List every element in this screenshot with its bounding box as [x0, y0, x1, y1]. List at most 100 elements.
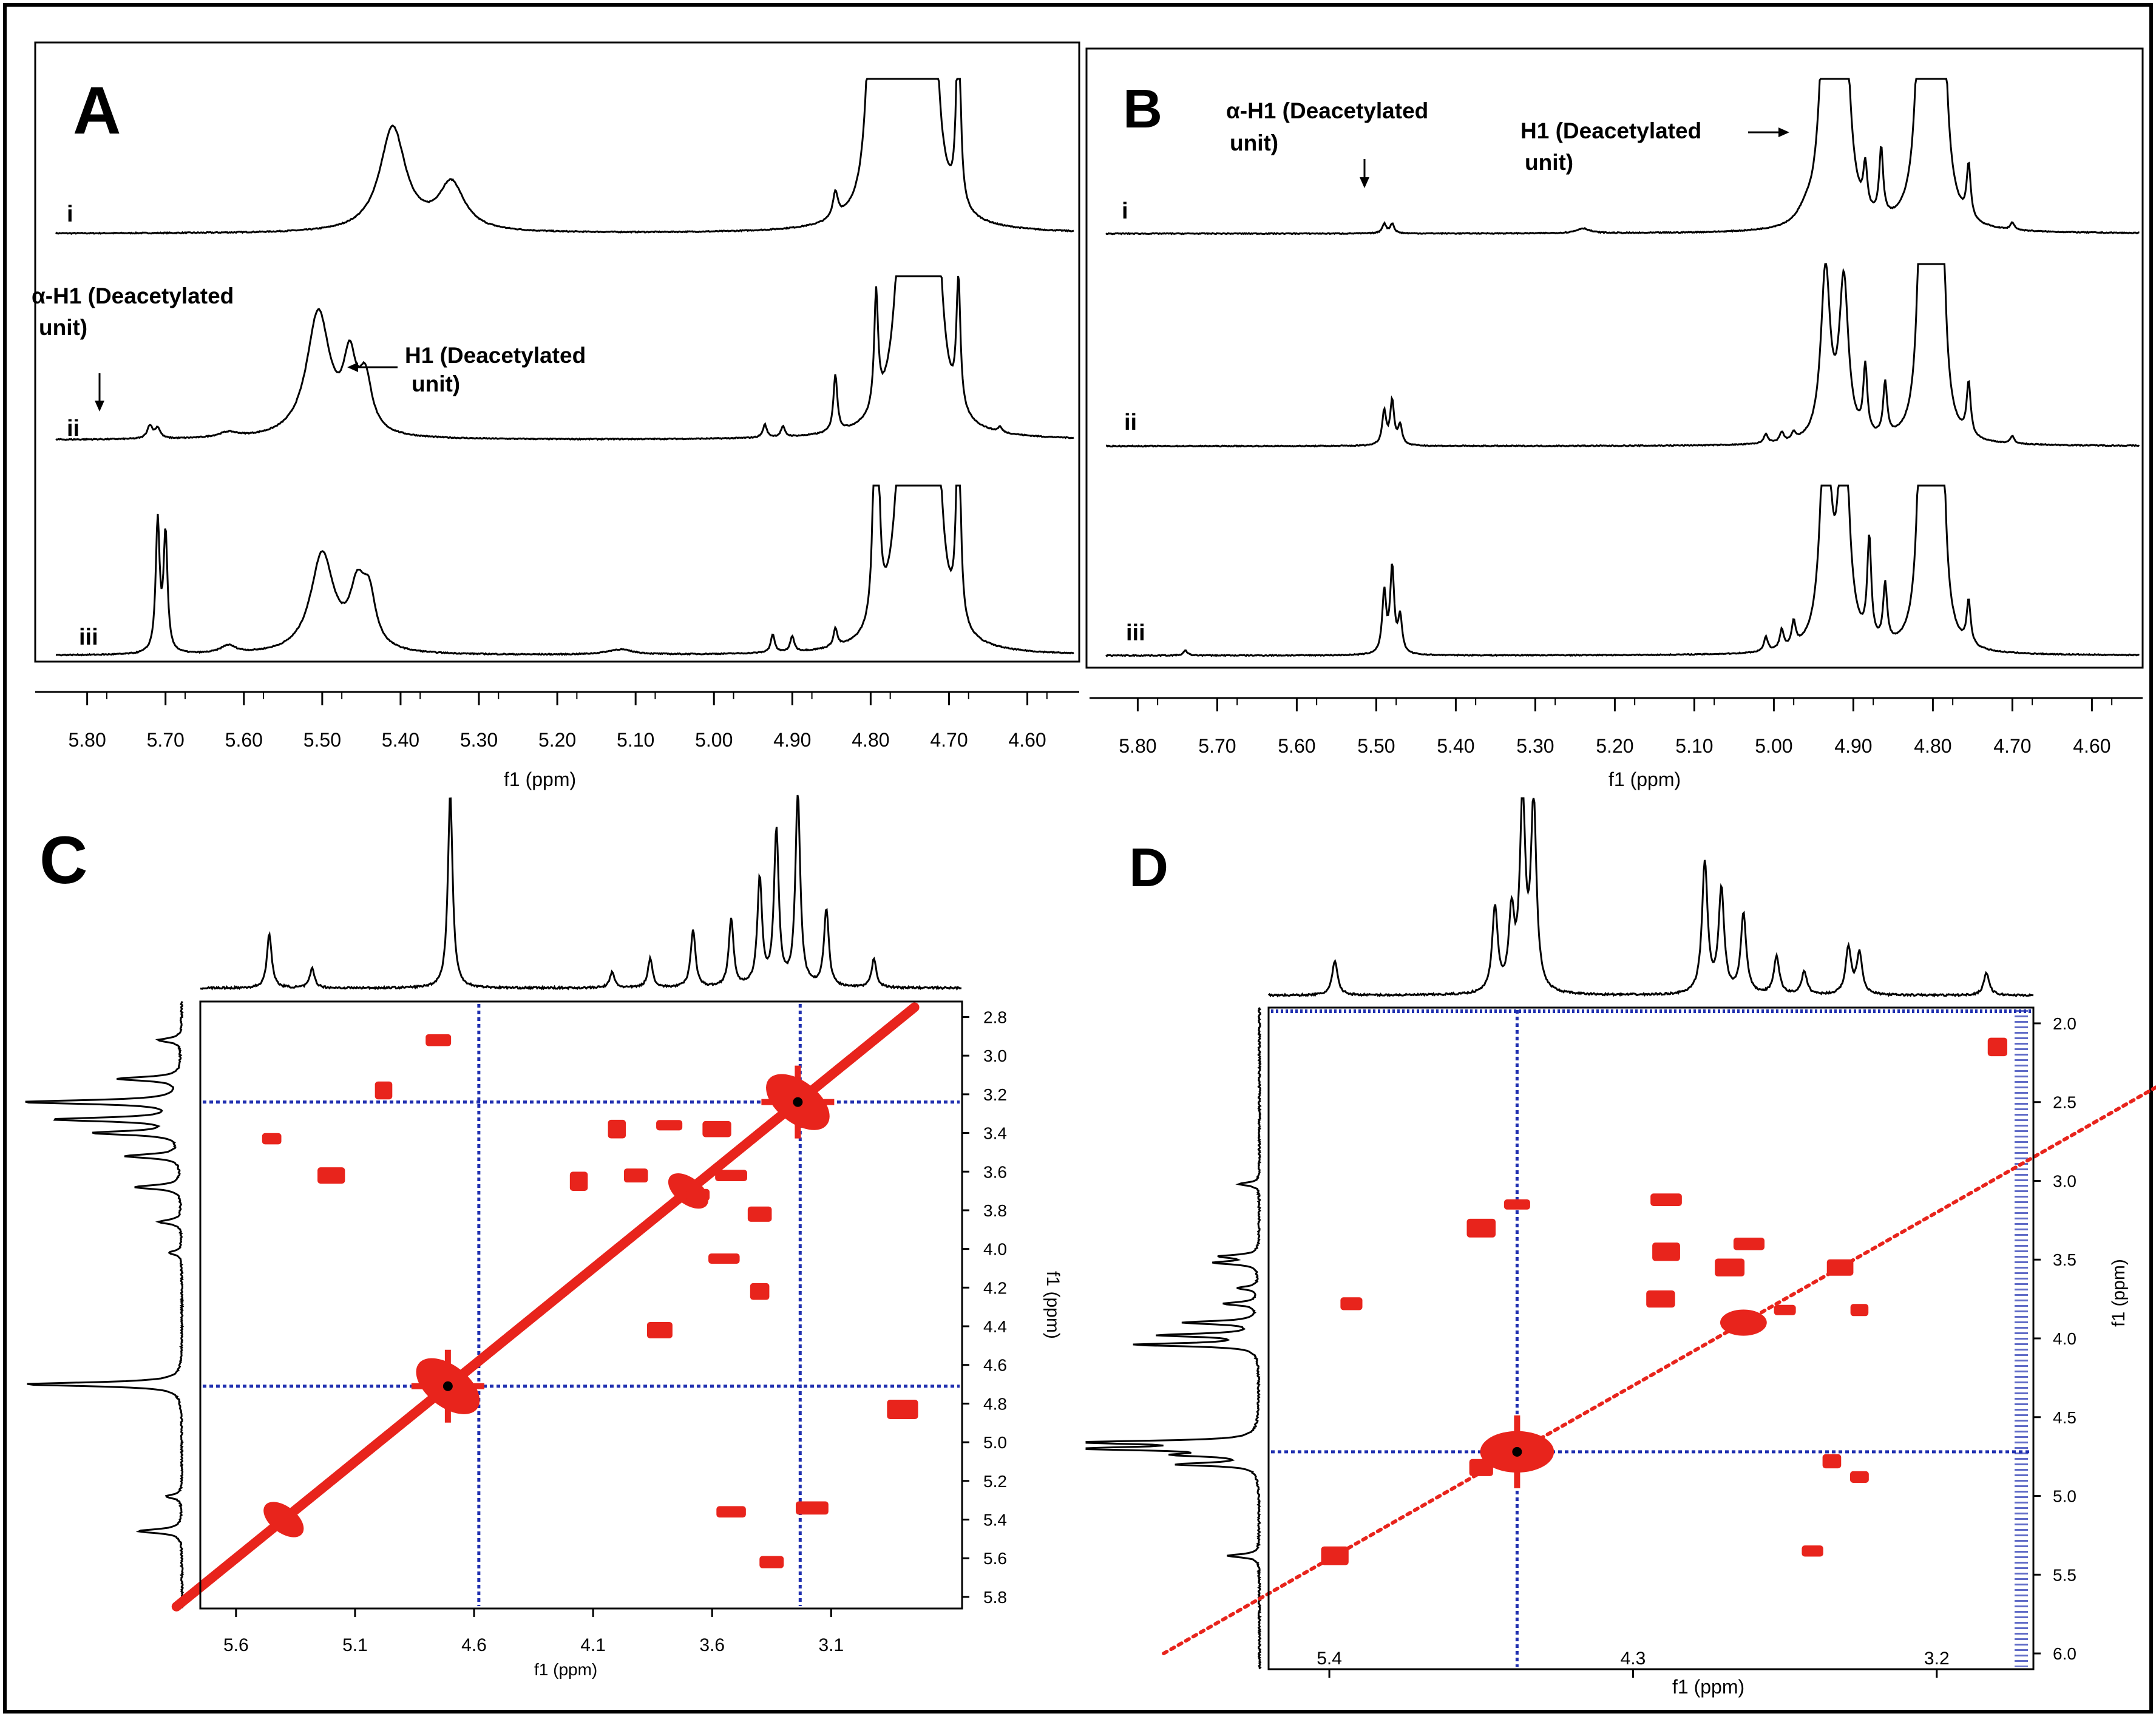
- panel-c-plot-frame: [199, 1000, 963, 1610]
- panel-a-x-tick-label: 4.80: [852, 729, 889, 751]
- panel-b-x-tick-label: 4.90: [1834, 735, 1872, 757]
- panel-c-cross-peak: [887, 1399, 918, 1419]
- panel-b-x-tick-label: 5.60: [1278, 735, 1315, 757]
- panel-b-letter: B: [1123, 79, 1162, 140]
- panel-b-x-tick-label: 5.80: [1119, 735, 1156, 757]
- panel-c-cross-peak: [759, 1556, 784, 1568]
- panel-c-top-projection: [200, 795, 961, 991]
- panel-d-cross-peak: [1850, 1471, 1869, 1483]
- panel-c-cosy-map: [171, 1002, 960, 1612]
- panel-d-axes: 5.4 4.3 3.2 2.0 2.5 3.0 3.5 4.0 4.5 5.0 5.5 6.0: [1317, 1014, 2076, 1678]
- panel-c-axes: 5.6 5.1 4.6 4.1 3.6 3.1 2.8 3.0 3.2 3.4 3.6 3.8 4.0 4…: [223, 1008, 1007, 1655]
- panel-c-y-tick-label: 5.4: [983, 1511, 1007, 1530]
- panel-c-cross-peak: [702, 1120, 731, 1137]
- panel-c-cross-peak: [317, 1167, 345, 1184]
- panel-d-cross-peak: [1733, 1237, 1765, 1250]
- panel-b-x-tick-label: 5.70: [1198, 735, 1236, 757]
- panel-c-letter: C: [39, 823, 87, 898]
- panel-a-h1-arrow: [347, 362, 398, 372]
- panel-b-alpha-annotation-line2: unit): [1230, 131, 1278, 155]
- panel-b-trace-label-iii: iii: [1126, 620, 1145, 646]
- panel-d-y-tick-label: 2.5: [2053, 1093, 2076, 1112]
- panel-a-x-tick-label: 5.10: [617, 729, 654, 751]
- panel-d-cross-peak: [1652, 1242, 1680, 1261]
- panel-a-x-tick-label: 5.80: [68, 729, 106, 751]
- panel-d-y-tick-label: 2.0: [2053, 1014, 2076, 1033]
- panel-d-left-projection-trace: [1085, 1007, 1262, 1670]
- panel-a-x-axis-title: f1 (ppm): [504, 768, 576, 790]
- panel-c: C 5.6 5.1 4.6 4.1 3.6 3.1 2.8 3.0 3.2 3.4 3.6 3.8 4.…: [25, 795, 1063, 1679]
- panel-d-y-tick-label: 5.5: [2053, 1565, 2076, 1584]
- panel-a-x-tick-label: 5.40: [382, 729, 419, 751]
- panel-c-x-tick-label: 4.1: [580, 1635, 606, 1655]
- panel-c-cross-peak: [716, 1506, 746, 1518]
- panel-c-y-tick-label: 4.8: [983, 1394, 1007, 1413]
- panel-d-cross-peak: [1822, 1454, 1842, 1469]
- panel-b-x-tick-label: 5.20: [1596, 735, 1633, 757]
- panel-a: A i ii iii α-H1 (Deacetylated unit) H1 (…: [32, 41, 1080, 790]
- panel-a-trace-i: [55, 78, 1074, 235]
- panel-b-h1-annotation-line2: unit): [1525, 150, 1573, 175]
- panel-c-cross-peak: [262, 1133, 282, 1145]
- panel-c-y-tick-label: 3.4: [983, 1124, 1007, 1143]
- panel-a-x-tick-label: 4.70: [930, 729, 968, 751]
- outer-frame: [3, 3, 2153, 1714]
- panel-b-alpha-arrow: [1360, 159, 1369, 188]
- panel-d-y-tick-label: 3.0: [2053, 1171, 2076, 1190]
- panel-d-cross-peak: [1850, 1304, 1869, 1317]
- panel-d-cosy-map: [1162, 1009, 2156, 1667]
- panel-a-x-tick-label: 5.50: [303, 729, 341, 751]
- panel-b-x-tick-label: 5.50: [1357, 735, 1395, 757]
- panel-c-x-tick-label: 5.1: [342, 1635, 368, 1655]
- panel-c-y-tick-label: 5.6: [983, 1549, 1007, 1568]
- panel-d-x-tick-label: 3.2: [1924, 1649, 1950, 1669]
- panel-c-cross-peak: [646, 1321, 673, 1338]
- panel-a-x-tick-label: 5.70: [147, 729, 185, 751]
- panel-d-left-projection: [1085, 1007, 1262, 1670]
- panel-c-cross-peak: [708, 1253, 740, 1264]
- panel-c-cross-peak: [623, 1168, 648, 1183]
- panel-c-cross-peak: [375, 1081, 393, 1100]
- panel-c-top-projection-trace: [200, 795, 961, 991]
- panel-c-cross-peak: [569, 1171, 588, 1191]
- panel-a-x-tick-label: 4.60: [1008, 729, 1046, 751]
- panel-d-cross-peak: [1469, 1459, 1493, 1476]
- panel-a-alpha-annotation-line1: α-H1 (Deacetylated: [32, 283, 234, 308]
- panel-d-cross-peak: [1987, 1037, 2007, 1057]
- panel-b-x-tick-label: 5.10: [1675, 735, 1713, 757]
- panel-d-diagonal-peak-center: [1512, 1446, 1522, 1457]
- panel-d-y-tick-label: 3.5: [2053, 1250, 2076, 1269]
- panel-c-y-tick-label: 4.0: [983, 1240, 1007, 1259]
- panel-c-y-tick-label: 5.8: [983, 1588, 1007, 1607]
- panel-c-x-tick-label: 3.1: [818, 1635, 844, 1655]
- panel-d-cross-peak: [1321, 1546, 1349, 1565]
- panel-d-cross-peak: [1715, 1258, 1745, 1276]
- panel-c-y-tick-label: 3.2: [983, 1085, 1007, 1104]
- panel-a-h1-annotation-line2: unit): [412, 371, 460, 396]
- panel-d-y-tick-label: 4.5: [2053, 1408, 2076, 1427]
- panel-c-cross-peak: [656, 1120, 683, 1131]
- panel-c-x-tick-label: 3.6: [699, 1635, 725, 1655]
- panel-a-x-axis: 5.80 5.70 5.60 5.50 5.40 5.30 5.20 5.10 5.00 4.90…: [35, 691, 1079, 751]
- panel-c-left-projection: [25, 1001, 185, 1608]
- panel-c-y-tick-label: 2.8: [983, 1008, 1007, 1026]
- panel-a-letter: A: [73, 73, 121, 148]
- panel-d-y-axis-title: f1 (ppm): [2109, 1259, 2129, 1327]
- panel-a-x-tick-label: 5.20: [538, 729, 576, 751]
- panel-a-x-tick-label: 4.90: [773, 729, 811, 751]
- panel-c-y-tick-label: 5.2: [983, 1472, 1007, 1491]
- panel-a-alpha-annotation-line2: unit): [39, 315, 87, 340]
- panel-b-alpha-annotation-line1: α-H1 (Deacetylated: [1226, 98, 1428, 123]
- panel-d-x-tick-label: 4.3: [1621, 1649, 1646, 1669]
- panel-b-x-axis: 5.80 5.70 5.60 5.50 5.40 5.30 5.20 5.10 5.00 4.90…: [1090, 697, 2143, 757]
- panel-d-cross-peak: [1503, 1199, 1530, 1210]
- panel-b-trace-label-ii: ii: [1124, 410, 1137, 435]
- panel-a-x-tick-label: 5.00: [695, 729, 733, 751]
- panel-c-diagonal-peak: [263, 1502, 304, 1537]
- panel-d-x-tick-label: 5.4: [1317, 1649, 1342, 1669]
- panel-c-left-projection-trace: [25, 1001, 185, 1608]
- panel-b-h1-arrow: [1748, 127, 1789, 137]
- panel-c-cross-peak: [750, 1283, 770, 1300]
- panel-b-trace-i: [1105, 78, 2140, 236]
